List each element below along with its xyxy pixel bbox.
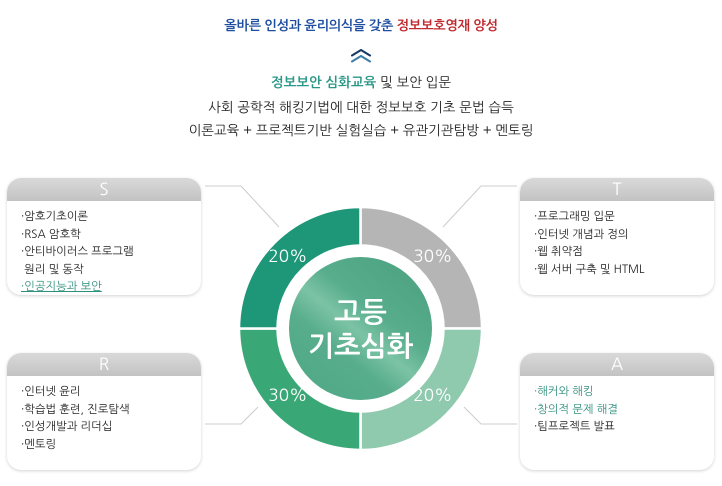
svg-text:고등: 고등 <box>334 298 387 327</box>
svg-text:30%: 30% <box>268 387 307 404</box>
svg-text:20%: 20% <box>268 248 307 265</box>
svg-text:30%: 30% <box>413 248 452 265</box>
svg-text:20%: 20% <box>413 387 452 404</box>
svg-text:기초심화: 기초심화 <box>308 332 414 361</box>
